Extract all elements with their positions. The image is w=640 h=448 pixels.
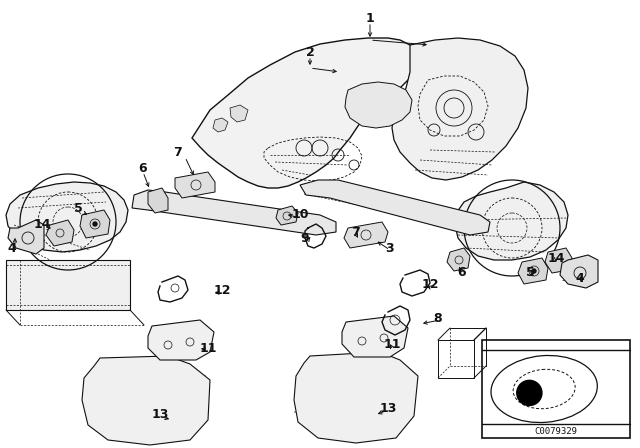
Polygon shape: [6, 182, 128, 252]
Text: 12: 12: [421, 279, 439, 292]
Polygon shape: [148, 188, 168, 213]
Circle shape: [516, 380, 542, 405]
Text: 1: 1: [365, 12, 374, 25]
Polygon shape: [8, 220, 44, 254]
Polygon shape: [518, 258, 548, 284]
Text: 9: 9: [301, 232, 309, 245]
Text: 2: 2: [306, 46, 314, 59]
Polygon shape: [447, 248, 470, 271]
Polygon shape: [148, 320, 214, 360]
Text: 8: 8: [434, 311, 442, 324]
Polygon shape: [6, 260, 130, 310]
Text: 4: 4: [575, 271, 584, 284]
Circle shape: [532, 269, 536, 273]
Text: 3: 3: [386, 241, 394, 254]
Text: 5: 5: [74, 202, 83, 215]
Polygon shape: [392, 38, 528, 180]
Polygon shape: [560, 255, 598, 288]
Text: 7: 7: [351, 225, 360, 238]
Polygon shape: [213, 118, 228, 132]
Text: C0079329: C0079329: [534, 426, 577, 435]
Text: 10: 10: [291, 208, 308, 221]
Polygon shape: [545, 248, 572, 273]
Text: 11: 11: [199, 341, 217, 354]
Text: 7: 7: [173, 146, 182, 159]
Polygon shape: [276, 206, 298, 225]
Text: 13: 13: [380, 401, 397, 414]
Polygon shape: [345, 82, 412, 128]
Text: 11: 11: [383, 339, 401, 352]
Polygon shape: [300, 180, 490, 235]
Text: 4: 4: [8, 241, 17, 254]
Polygon shape: [46, 220, 74, 246]
Text: 12: 12: [213, 284, 231, 297]
Polygon shape: [82, 356, 210, 445]
Text: 6: 6: [458, 266, 467, 279]
Polygon shape: [80, 210, 110, 238]
Polygon shape: [192, 38, 422, 188]
Text: 6: 6: [139, 161, 147, 175]
Text: 5: 5: [525, 266, 534, 279]
Bar: [482, 340, 630, 438]
Polygon shape: [230, 105, 248, 122]
Circle shape: [93, 222, 97, 226]
Polygon shape: [175, 172, 215, 198]
Polygon shape: [342, 316, 408, 357]
Polygon shape: [132, 190, 336, 235]
Text: 14: 14: [547, 251, 564, 264]
Text: 14: 14: [33, 219, 51, 232]
Polygon shape: [455, 182, 568, 260]
Polygon shape: [344, 222, 388, 248]
Text: 13: 13: [151, 409, 169, 422]
Polygon shape: [294, 352, 418, 443]
